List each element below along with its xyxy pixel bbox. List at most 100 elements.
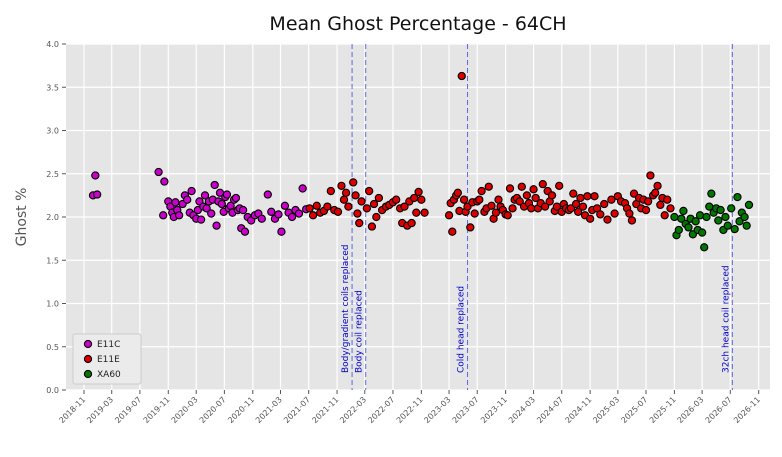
data-point-e11e: [505, 184, 515, 193]
event-label: 32ch head coil replaced: [721, 265, 731, 373]
legend-marker-e11c: [83, 339, 93, 349]
data-point-xa60: [677, 214, 686, 223]
data-point-e11e: [312, 201, 321, 210]
data-point-e11e: [583, 192, 592, 201]
data-point-e11e: [308, 211, 318, 220]
data-point-e11c: [183, 195, 192, 204]
x-tick-label: 2020-11: [226, 395, 256, 425]
data-point-e11e: [341, 188, 351, 197]
data-point-e11e: [625, 209, 634, 218]
data-point-xa60: [691, 217, 700, 226]
data-point-e11e: [477, 186, 486, 196]
data-point-e11c: [159, 211, 168, 220]
legend-label: E11E: [97, 355, 120, 365]
legend: E11C E11E XA60: [72, 333, 142, 385]
x-tick-label: 2021-11: [310, 395, 340, 425]
data-point-e11c: [174, 211, 184, 220]
grid-lines: [66, 43, 770, 391]
data-point-e11c: [160, 177, 169, 186]
data-point-e11e: [407, 218, 416, 228]
data-point-e11e: [540, 202, 550, 211]
data-point-e11e: [607, 195, 616, 204]
data-point-e11e: [353, 209, 362, 218]
data-point-xa60: [744, 200, 754, 210]
data-point-xa60: [727, 204, 736, 213]
data-point-xa60: [684, 223, 693, 232]
x-tick-label: 2025-03: [591, 395, 621, 425]
data-point-e11e: [653, 181, 662, 191]
event-label: Body/gradient coils replaced: [341, 245, 351, 374]
data-point-e11e: [585, 214, 595, 223]
data-point-e11e: [466, 223, 475, 232]
data-point-e11e: [651, 188, 660, 197]
data-point-e11c: [280, 201, 290, 210]
data-point-e11e: [590, 192, 599, 201]
data-point-e11e: [362, 204, 372, 213]
legend-marker-e11e: [83, 354, 93, 364]
data-point-e11e: [494, 195, 503, 204]
data-point-e11e: [552, 202, 562, 211]
data-point-e11e: [527, 204, 536, 213]
x-tick-label: 2024-11: [564, 395, 594, 425]
y-tick-label: 1.0: [46, 300, 59, 309]
data-point-e11c: [294, 209, 304, 218]
data-point-e11c: [93, 190, 102, 199]
y-tick-label: 0.0: [46, 386, 59, 395]
data-point-e11e: [448, 227, 457, 236]
data-point-e11e: [351, 191, 360, 200]
y-tick-label: 3.0: [46, 127, 59, 136]
x-axis-ticks: 2018-112019-032019-072019-112020-032020-…: [57, 390, 762, 425]
data-point-e11e: [333, 207, 343, 216]
data-point-e11e: [470, 209, 479, 218]
data-point-e11e: [372, 212, 381, 222]
data-point-e11e: [357, 197, 366, 206]
y-tick-label: 3.5: [46, 83, 59, 92]
data-point-xa60: [721, 212, 730, 222]
data-point-e11e: [578, 202, 588, 211]
data-point-e11c: [267, 207, 276, 216]
x-tick-label: 2019-03: [85, 395, 115, 425]
data-point-e11e: [444, 211, 454, 220]
data-point-xa60: [670, 212, 679, 222]
data-point-xa60: [742, 221, 751, 230]
data-point-e11e: [367, 222, 377, 231]
data-point-e11e: [508, 204, 517, 213]
data-point-xa60: [723, 221, 732, 230]
x-tick-label: 2021-07: [282, 395, 312, 425]
data-point-xa60: [716, 205, 725, 215]
data-point-e11e: [337, 181, 346, 191]
legend-marker-xa60: [83, 369, 93, 379]
data-point-e11e: [600, 199, 609, 209]
data-point-e11e: [374, 193, 384, 203]
data-point-e11e: [596, 210, 605, 219]
y-tick-label: 1.5: [46, 256, 59, 265]
data-point-e11e: [491, 208, 501, 217]
data-point-e11e: [660, 211, 669, 220]
data-point-e11e: [515, 197, 524, 206]
data-point-e11e: [400, 202, 409, 211]
data-point-e11e: [522, 191, 532, 200]
x-tick-label: 2025-11: [648, 395, 678, 425]
data-point-e11e: [656, 200, 665, 210]
data-point-e11e: [484, 182, 493, 191]
x-tick-label: 2026-07: [704, 395, 734, 425]
data-point-e11e: [414, 187, 423, 197]
x-tick-label: 2023-11: [479, 395, 509, 425]
data-point-e11c: [274, 210, 283, 219]
event-label: Body coil replaced: [355, 290, 365, 373]
data-point-e11c: [287, 212, 297, 222]
data-point-e11e: [576, 193, 585, 203]
data-point-xa60: [707, 189, 716, 198]
data-point-e11e: [569, 189, 578, 198]
data-point-xa60: [733, 192, 742, 202]
data-point-xa60: [702, 212, 711, 222]
x-tick-label: 2025-07: [619, 395, 649, 425]
data-point-e11c: [207, 209, 216, 218]
data-point-e11c: [187, 186, 196, 196]
data-point-e11c: [212, 221, 221, 230]
data-point-e11e: [555, 181, 564, 191]
data-point-xa60: [674, 225, 683, 235]
data-point-e11e: [475, 195, 484, 204]
